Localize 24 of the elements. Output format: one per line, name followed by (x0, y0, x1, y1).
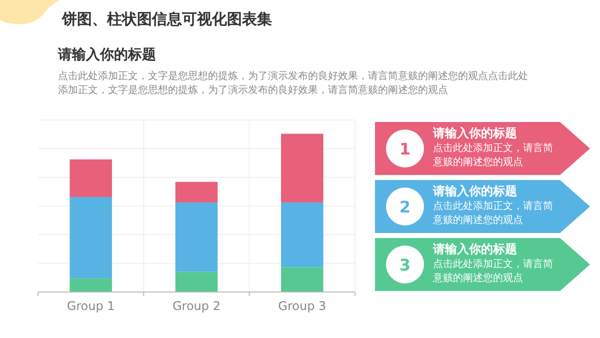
text: 请输入你的标题 (433, 183, 518, 200)
text: 2 (399, 198, 411, 216)
chart-title: 饼图、柱状图信息可视化图表集 (62, 10, 272, 29)
text: 点击此处添加正文，请言简意赅的阐述您的观点 (433, 200, 554, 228)
chart-subtitle: 请输入你的标题 (58, 46, 156, 64)
x-tick-label: Group 2 (172, 299, 220, 313)
x-tick-label: Group 3 (278, 299, 326, 313)
bar (70, 159, 112, 198)
text: 点击此处添加正文，文字是您思想的提炼，为了演示发布的良好效果，请言简意赅的阐述您的观点点击此处添加正文，文字是您思想的提炼，为了演示发布的良好效果，请言简意赅的阐述您的观点 (58, 70, 528, 98)
bar (70, 278, 112, 292)
text: 1 (399, 140, 411, 158)
text: 请输入你的标题 (433, 125, 518, 142)
bar (175, 182, 218, 202)
text: 请输入你的标题 (433, 241, 518, 258)
text: 3 (399, 256, 411, 274)
bar (70, 197, 112, 278)
text: 点击此处添加正文，请言简意赅的阐述您的观点 (433, 142, 554, 170)
bar (281, 134, 324, 202)
bar (281, 267, 324, 292)
bar (175, 272, 218, 292)
bar (175, 202, 218, 272)
text: 点击此处添加正文，请言简意赅的阐述您的观点 (433, 258, 554, 286)
x-tick-label: Group 1 (66, 299, 115, 313)
bar (281, 202, 324, 268)
